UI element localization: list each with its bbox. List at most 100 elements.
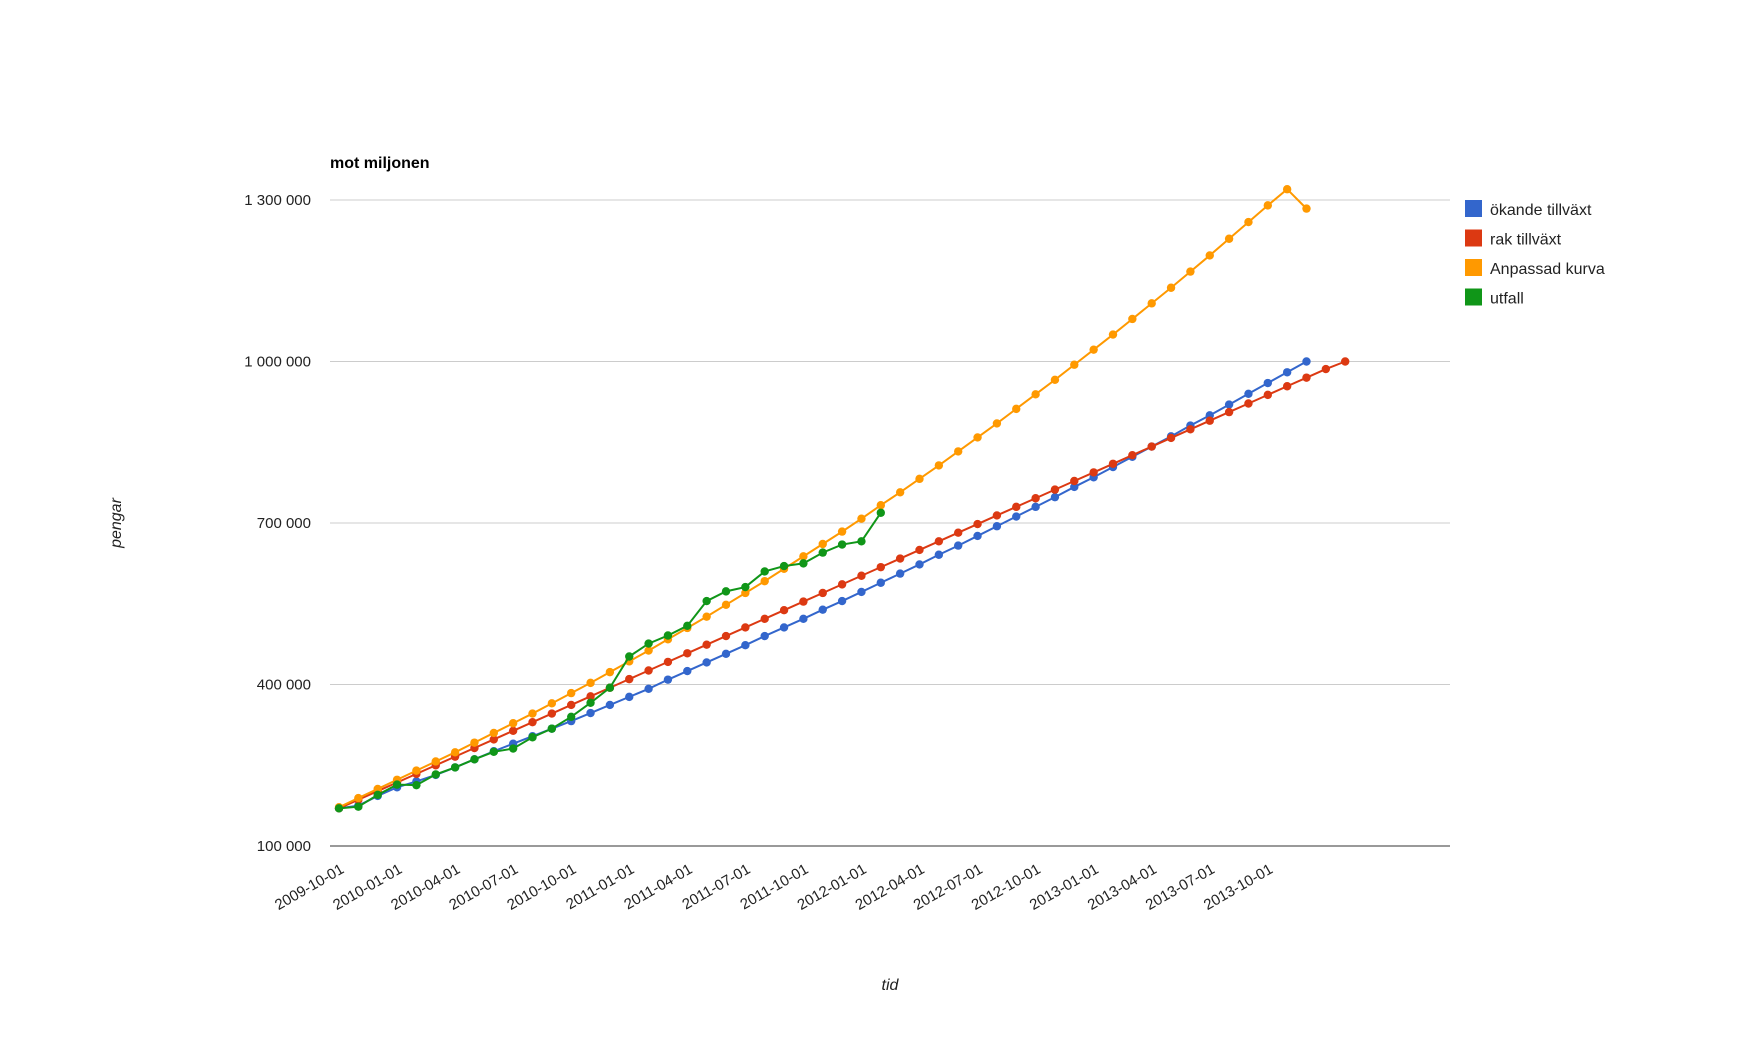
data-point xyxy=(1341,357,1350,366)
y-tick-label: 700 000 xyxy=(257,515,311,532)
data-point xyxy=(1282,382,1292,391)
data-point xyxy=(741,641,750,650)
data-point xyxy=(528,733,537,742)
data-point xyxy=(489,735,498,744)
y-tick-label: 1 000 000 xyxy=(244,354,311,371)
data-point xyxy=(992,511,1002,520)
data-point xyxy=(450,763,460,772)
legend-swatch xyxy=(1465,288,1482,306)
data-point xyxy=(760,567,769,576)
data-point xyxy=(1166,283,1176,292)
legend-label: Anpassad kurva xyxy=(1490,261,1605,278)
data-point xyxy=(1224,234,1234,243)
data-point xyxy=(567,688,576,698)
data-point xyxy=(1108,459,1118,468)
data-point xyxy=(934,461,944,470)
data-point xyxy=(392,780,402,789)
series-lines xyxy=(334,185,1350,813)
data-point xyxy=(625,692,634,702)
data-point xyxy=(625,652,634,661)
data-point xyxy=(973,433,982,442)
data-point xyxy=(702,612,711,621)
data-point xyxy=(818,539,827,549)
data-point xyxy=(586,708,595,718)
data-point xyxy=(1205,251,1214,260)
data-point xyxy=(567,712,576,721)
data-point xyxy=(799,614,808,624)
data-point xyxy=(779,623,789,632)
data-point xyxy=(1031,390,1040,399)
data-point xyxy=(1070,482,1079,492)
data-point xyxy=(644,684,653,694)
data-point xyxy=(779,606,789,615)
data-point xyxy=(1186,425,1195,434)
data-point xyxy=(354,793,363,803)
data-point xyxy=(895,488,905,497)
y-tick-label: 1 300 000 xyxy=(244,192,311,209)
legend-swatch xyxy=(1465,200,1482,217)
data-point xyxy=(663,675,673,684)
data-point xyxy=(954,541,963,550)
data-point xyxy=(915,474,924,484)
data-point xyxy=(857,514,866,523)
data-point xyxy=(1224,400,1234,409)
data-point xyxy=(1108,330,1118,339)
data-point xyxy=(992,419,1002,428)
data-point xyxy=(702,596,711,606)
data-point xyxy=(1244,389,1253,398)
data-point xyxy=(489,747,498,756)
legend: ökande tillväxt rak tillväxt Anpassad kurv… xyxy=(1465,200,1605,308)
data-point xyxy=(508,744,518,753)
data-point xyxy=(1263,378,1273,388)
data-point xyxy=(354,802,363,811)
data-point xyxy=(528,717,537,727)
data-point xyxy=(431,770,440,779)
legend-label: utfall xyxy=(1490,291,1524,308)
x-axis-title: tid xyxy=(882,977,900,994)
data-point xyxy=(837,527,847,536)
data-point xyxy=(954,528,963,537)
data-point xyxy=(528,709,537,718)
data-point xyxy=(1224,407,1234,417)
data-point xyxy=(470,755,479,764)
data-point xyxy=(876,501,885,510)
data-point xyxy=(818,605,827,614)
data-point xyxy=(547,709,557,718)
data-point xyxy=(470,738,479,747)
data-point xyxy=(799,597,808,606)
series-3 xyxy=(334,508,885,813)
data-point xyxy=(895,569,905,578)
data-point xyxy=(547,699,557,708)
data-point xyxy=(1128,314,1137,324)
data-point xyxy=(586,698,595,707)
y-tick-label: 400 000 xyxy=(257,677,311,694)
data-point xyxy=(1070,360,1079,369)
data-point xyxy=(895,554,905,563)
data-point xyxy=(760,614,769,624)
data-point xyxy=(1070,476,1079,486)
data-point xyxy=(702,658,711,667)
data-point xyxy=(1031,494,1040,503)
x-axis-ticks: 2009-10-012010-01-012010-04-012010-07-01… xyxy=(272,861,1276,914)
data-point xyxy=(818,548,827,557)
data-point xyxy=(508,719,518,728)
data-point xyxy=(1302,373,1311,382)
data-point xyxy=(992,522,1002,531)
data-point xyxy=(760,576,769,586)
data-point xyxy=(547,724,557,733)
data-point xyxy=(721,600,731,610)
data-point xyxy=(644,666,653,675)
data-point xyxy=(837,580,847,589)
data-point xyxy=(779,561,789,571)
data-point xyxy=(799,559,808,568)
data-point xyxy=(857,587,866,597)
data-point xyxy=(876,578,885,587)
data-point xyxy=(605,683,615,692)
data-point xyxy=(1012,404,1021,414)
data-point xyxy=(799,552,808,561)
data-point xyxy=(663,631,673,640)
data-point xyxy=(1321,364,1331,374)
legend-swatch xyxy=(1465,229,1482,247)
data-point xyxy=(1031,502,1040,512)
data-point xyxy=(644,646,653,655)
